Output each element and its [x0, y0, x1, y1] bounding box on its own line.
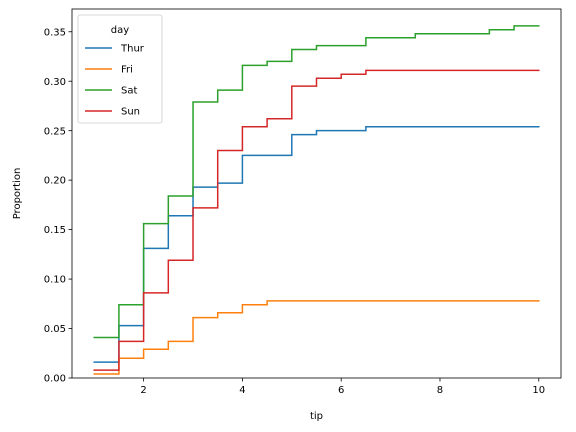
x-axis-ticks: 2 4 6 8 10 — [140, 378, 545, 396]
x-tick-label: 10 — [532, 385, 545, 396]
legend-title: day — [111, 25, 129, 36]
y-tick-label: 0.25 — [44, 126, 66, 137]
x-axis-label: tip — [310, 411, 323, 422]
y-tick-label: 0.35 — [44, 27, 66, 38]
legend-label-sat: Sat — [121, 86, 137, 97]
series-layer — [93, 25, 540, 375]
y-tick-label: 0.20 — [44, 176, 66, 187]
legend: day Thur Fri Sat Sun — [77, 14, 163, 124]
y-tick-label: 0.30 — [44, 77, 66, 88]
legend-box — [77, 14, 163, 124]
x-tick-label: 6 — [338, 385, 344, 396]
y-tick-label: 0.05 — [44, 324, 66, 335]
series-line-sat — [93, 25, 540, 339]
legend-label-fri: Fri — [121, 65, 133, 76]
x-tick-label: 2 — [140, 385, 146, 396]
legend-label-sun: Sun — [121, 107, 140, 118]
x-tick-label: 4 — [239, 385, 245, 396]
y-tick-label: 0.00 — [44, 374, 66, 385]
series-line-fri — [93, 300, 540, 375]
y-axis-ticks: 0.00 0.05 0.10 0.15 0.20 0.25 0.30 0.35 — [44, 27, 72, 385]
series-line-sun — [93, 69, 540, 371]
x-tick-label: 8 — [437, 385, 443, 396]
y-tick-label: 0.10 — [44, 275, 66, 286]
y-axis-label: Proportion — [12, 168, 23, 220]
y-tick-label: 0.15 — [44, 225, 66, 236]
plot-frame — [71, 8, 562, 379]
legend-label-thur: Thur — [120, 44, 145, 55]
